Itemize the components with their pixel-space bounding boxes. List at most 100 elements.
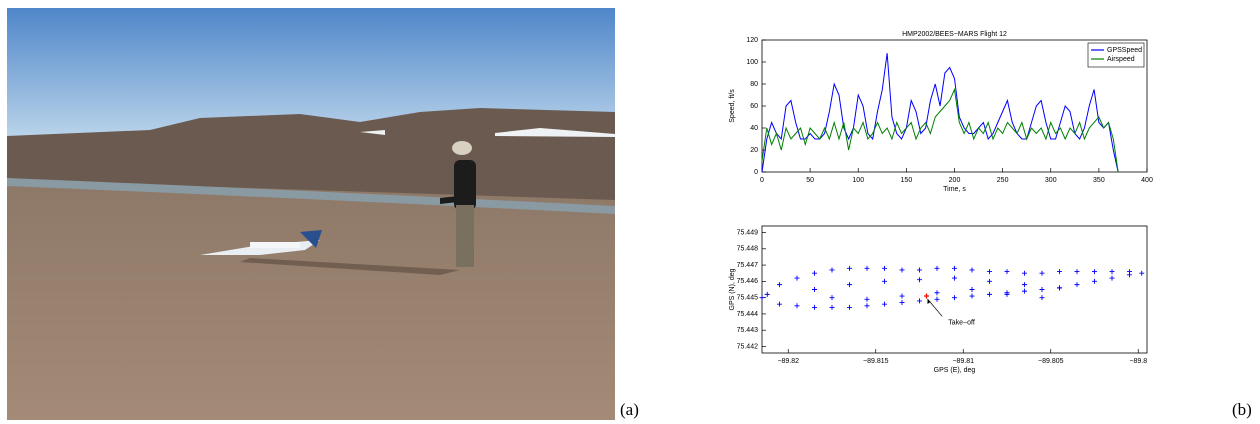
scatter-point [1022, 288, 1027, 294]
y-axis-label: GPS (N), deg [729, 268, 736, 310]
scatter-point [917, 277, 922, 283]
scatter-point [917, 298, 922, 304]
y-tick-label: 75.449 [737, 229, 759, 236]
x-tick-label: −89.815 [863, 358, 889, 365]
y-tick-label: 75.442 [737, 343, 759, 350]
scatter-point [794, 275, 800, 281]
scatter-point [812, 270, 817, 276]
scatter-point [987, 269, 992, 275]
x-tick-label: −89.82 [777, 358, 799, 365]
scatter-point [969, 293, 975, 299]
x-tick-label: 400 [1141, 177, 1153, 184]
scatter-point [1004, 269, 1010, 275]
x-tick-label: −89.805 [1038, 358, 1064, 365]
x-tick-label: 0 [760, 177, 764, 184]
scatter-point [864, 265, 870, 271]
scatter-point [759, 295, 765, 301]
scatter-point [1109, 275, 1115, 281]
scatter-point [812, 304, 817, 310]
scatter-point [882, 301, 887, 307]
chart-title: HMP2002/BEES−MARS Flight 12 [902, 31, 1007, 38]
scatter-point [969, 287, 975, 292]
x-tick-label: 250 [997, 177, 1009, 184]
scatter-point [847, 265, 852, 271]
y-tick-label: 75.443 [737, 327, 759, 334]
photo [7, 8, 615, 420]
scatter-point [829, 267, 835, 273]
y-tick-label: 120 [746, 37, 758, 44]
x-tick-label: −89.81 [952, 358, 974, 365]
x-tick-label: 50 [806, 177, 814, 184]
scatter-point [934, 290, 940, 296]
legend-label: GPSSpeed [1107, 47, 1142, 54]
scatter-point [812, 287, 817, 292]
scatter-point [864, 303, 870, 309]
arrow-head [927, 299, 931, 305]
scatter-point [1092, 278, 1097, 284]
y-tick-label: 0 [754, 169, 758, 176]
scatter-point [934, 265, 940, 271]
scatter-point [1004, 291, 1010, 297]
scatter-point [899, 293, 905, 299]
y-tick-label: 40 [750, 125, 758, 132]
scatter-point [1022, 282, 1027, 288]
plot-frame [761, 225, 1148, 354]
y-tick-label: 75.447 [737, 262, 759, 269]
scatter-point [1039, 270, 1045, 276]
scatter-point [1039, 287, 1045, 292]
scatter-point [952, 275, 957, 281]
x-tick-label: 100 [852, 177, 864, 184]
x-tick-label: −89.8 [1129, 358, 1147, 365]
y-tick-label: 100 [746, 59, 758, 66]
data-line [761, 87, 1119, 173]
person [440, 141, 476, 267]
y-tick-label: 75.448 [737, 246, 759, 253]
scatter-point [777, 301, 782, 307]
x-tick-label: 150 [901, 177, 913, 184]
scatter-point [1039, 295, 1045, 301]
scatter-point [1057, 269, 1062, 275]
scatter-point [917, 267, 922, 273]
scatter-point [847, 282, 852, 288]
y-tick-label: 75.444 [737, 311, 759, 318]
data-line [761, 53, 1119, 173]
scatter-point [829, 304, 835, 310]
scatter-point [934, 296, 940, 302]
scatter-point [882, 278, 887, 284]
scatter-point [952, 265, 957, 271]
scatter-point [1127, 272, 1132, 278]
legend-box [1087, 42, 1145, 68]
annotation: Take−off [948, 319, 975, 326]
x-tick-label: 200 [949, 177, 961, 184]
scatter-point [777, 282, 782, 288]
panel-label: (b) [1232, 400, 1252, 419]
y-tick-label: 60 [750, 103, 758, 110]
scatter-point [987, 278, 992, 284]
plot-frame [761, 39, 1148, 173]
scatter-point [794, 303, 800, 309]
x-tick-label: 300 [1045, 177, 1057, 184]
x-axis-label: Time, s [943, 186, 966, 193]
panel-label: (a) [620, 400, 639, 419]
y-tick-label: 20 [750, 147, 758, 154]
scatter-point [987, 291, 992, 297]
y-tick-label: 80 [750, 81, 758, 88]
scatter-point [1109, 269, 1115, 275]
scatter-point [952, 295, 957, 301]
scatter-point [899, 300, 905, 306]
scatter-point [864, 296, 870, 302]
scatter-point [969, 267, 975, 273]
scatter-point [829, 295, 835, 301]
y-axis-label: Speed, ft/s [729, 89, 736, 123]
scatter-point [1139, 270, 1145, 276]
x-tick-label: 350 [1093, 177, 1105, 184]
scatter-point [1092, 269, 1097, 275]
legend-label: Airspeed [1107, 56, 1135, 63]
y-tick-label: 75.445 [737, 294, 759, 301]
y-tick-label: 75.446 [737, 278, 759, 285]
scatter-point [882, 265, 887, 271]
x-axis-label: GPS (E), deg [934, 367, 976, 374]
scatter-point [1074, 269, 1080, 275]
